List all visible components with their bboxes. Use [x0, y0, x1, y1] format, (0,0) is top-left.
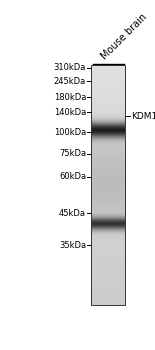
Text: Mouse brain: Mouse brain [100, 12, 149, 62]
Text: KDM1A: KDM1A [131, 112, 155, 121]
Text: 310kDa: 310kDa [54, 63, 86, 72]
Text: 60kDa: 60kDa [59, 172, 86, 181]
Text: 245kDa: 245kDa [54, 77, 86, 86]
Text: 100kDa: 100kDa [54, 128, 86, 137]
Bar [91, 65, 125, 305]
Text: 140kDa: 140kDa [54, 107, 86, 117]
Text: 75kDa: 75kDa [59, 149, 86, 158]
Text: 35kDa: 35kDa [59, 241, 86, 250]
Text: 45kDa: 45kDa [59, 209, 86, 218]
Text: 180kDa: 180kDa [54, 93, 86, 102]
